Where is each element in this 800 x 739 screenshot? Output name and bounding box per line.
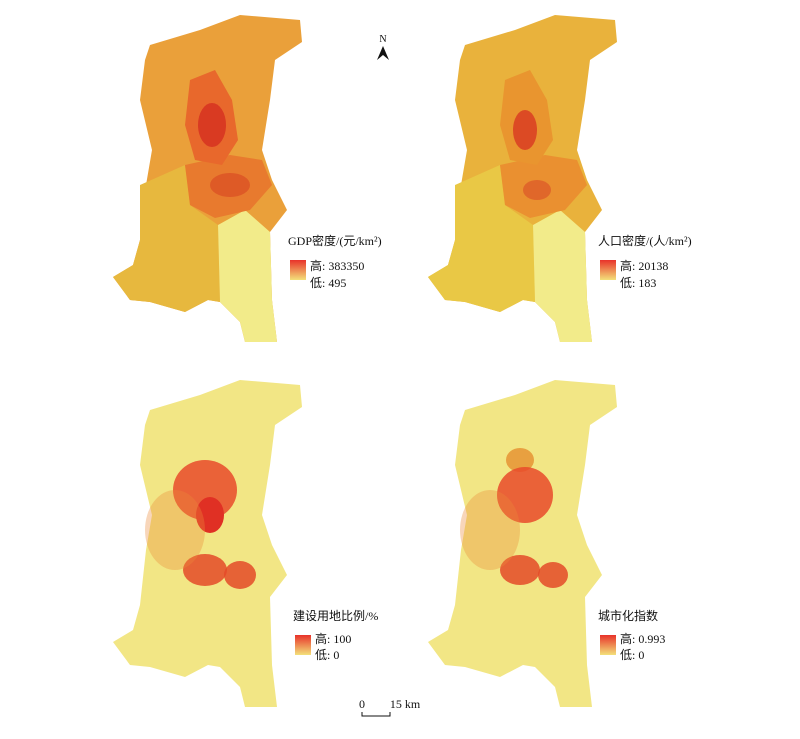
legend-title: 人口密度/(人/km²) <box>598 233 692 248</box>
legend-title: 城市化指数 <box>598 608 658 623</box>
hotspot <box>538 562 568 588</box>
legend-high: 高: 383350 <box>310 258 364 273</box>
legend-low: 低: 183 <box>620 276 656 290</box>
scale-end: 15 km <box>390 697 421 711</box>
hotspot <box>523 180 551 200</box>
legend-title: 建设用地比例/% <box>293 609 378 623</box>
legend-high: 高: 0.993 <box>620 631 665 646</box>
legend-high: 高: 20138 <box>620 258 668 273</box>
north-arrow: N <box>377 34 389 60</box>
north-arrow-shape <box>377 46 389 60</box>
legend-swatch <box>600 260 616 280</box>
hotspot <box>145 490 205 570</box>
legend-high: 高: 100 <box>315 631 351 646</box>
scale-bar: 0 15 km <box>359 697 421 717</box>
hotspot <box>497 467 553 523</box>
hotspot <box>500 555 540 585</box>
hotspot <box>210 173 250 197</box>
hotspot <box>506 448 534 472</box>
region <box>113 380 302 707</box>
legend-title: GDP密度/(元/km²) <box>288 233 382 248</box>
scale-start: 0 <box>359 697 365 711</box>
map-panel: GDP密度/(元/km²) 高: 383350 低: 495 <box>113 15 382 342</box>
hotspot <box>224 561 256 589</box>
map-panel: 城市化指数 高: 0.993 低: 0 <box>428 380 665 707</box>
legend-low: 低: 0 <box>315 648 339 662</box>
legend-low: 低: 495 <box>310 276 346 290</box>
north-label: N <box>379 34 386 45</box>
hotspot <box>198 103 226 147</box>
hotspot <box>183 554 227 586</box>
hotspot <box>460 490 520 570</box>
region <box>428 380 617 707</box>
scale-line <box>361 712 391 717</box>
map-panel: 建设用地比例/% 高: 100 低: 0 <box>113 380 378 707</box>
hotspot <box>513 110 537 150</box>
legend-swatch <box>600 635 616 655</box>
map-panel: 人口密度/(人/km²) 高: 20138 低: 183 <box>428 15 692 342</box>
legend-swatch <box>295 635 311 655</box>
legend-low: 低: 0 <box>620 648 644 662</box>
legend-swatch <box>290 260 306 280</box>
hotspot <box>196 497 224 533</box>
